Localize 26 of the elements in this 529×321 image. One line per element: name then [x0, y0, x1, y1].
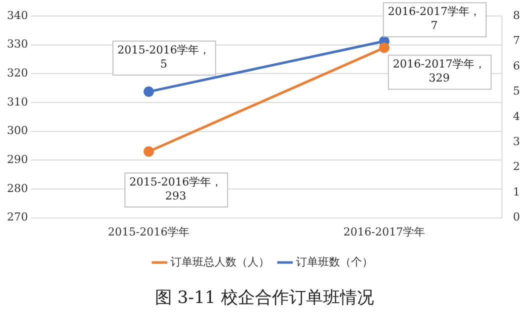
y2-tick-label: 8 [513, 8, 520, 22]
y-tick-label: 330 [6, 38, 28, 51]
y2-tick-label: 7 [513, 34, 520, 48]
y-tick-label: 300 [6, 124, 28, 138]
y2-tick-label: 6 [513, 59, 520, 72]
y2-tick-label: 5 [513, 84, 520, 98]
y2-tick-label: 3 [513, 134, 520, 148]
x-tick-label: 2016-2017学年 [343, 225, 426, 238]
y2-tick-label: 2 [513, 160, 520, 174]
legend-label: 订单班总人数（人） [170, 255, 270, 268]
y-tick-label: 270 [6, 210, 28, 224]
data-label: 2016-2017学年， 7 [388, 5, 481, 32]
y-tick-label: 290 [6, 153, 28, 166]
y-tick-label: 320 [6, 66, 28, 80]
y2-tick-label: 1 [513, 185, 520, 198]
legend-label: 订单班数（个） [296, 255, 373, 268]
y2-tick-label: 4 [513, 110, 520, 123]
y-tick-label: 340 [6, 8, 28, 22]
y2-tick-label: 0 [513, 210, 520, 224]
x-tick-label: 2015-2016学年 [108, 225, 190, 238]
y-tick-label: 310 [6, 95, 28, 108]
data-label: 2015-2016学年， 293 [129, 175, 222, 202]
text: 图 3-11 校企合作订单班情况 [154, 287, 375, 309]
data-label: 2016-2017学年， 329 [392, 58, 486, 85]
y-tick-label: 280 [6, 182, 28, 195]
data-label: 2015-2016学年， 5 [117, 44, 210, 71]
